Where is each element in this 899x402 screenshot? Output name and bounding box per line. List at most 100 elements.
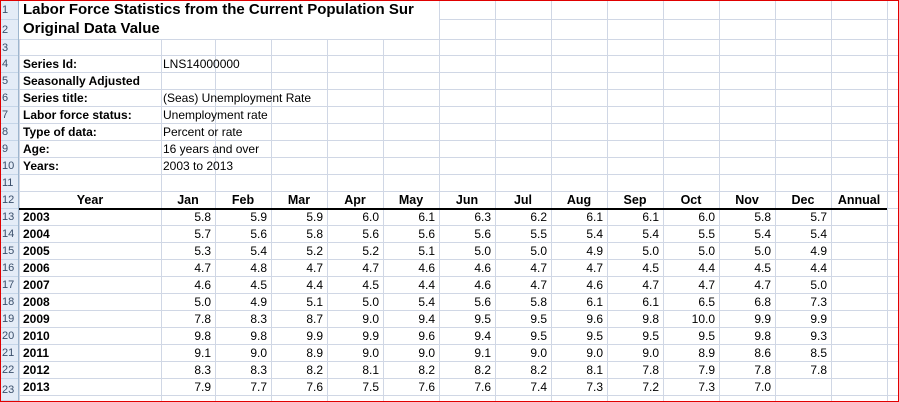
column-header[interactable]: Annual [837,193,881,207]
column-header[interactable]: Feb [231,193,255,207]
value-cell[interactable] [843,345,883,362]
value-cell[interactable]: 9.8 [754,329,771,343]
row-header[interactable]: 20 [1,328,18,345]
value-cell[interactable]: 5.0 [754,244,771,258]
row-header[interactable]: 17 [1,277,18,294]
value-cell[interactable]: 7.0 [754,380,771,394]
row-header[interactable]: 14 [1,226,18,243]
value-cell[interactable]: 5.0 [530,244,547,258]
metadata-label[interactable]: Labor force status: [23,108,132,122]
value-cell[interactable]: 5.0 [474,244,491,258]
value-cell[interactable]: 6.0 [362,210,379,224]
row-header[interactable]: 11 [1,175,18,192]
row-header[interactable]: 4 [1,56,18,73]
value-cell[interactable]: 8.7 [306,312,323,326]
value-cell[interactable] [843,379,883,396]
value-cell[interactable] [787,379,827,396]
value-cell[interactable]: 7.8 [810,363,827,377]
column-header[interactable]: May [398,193,424,207]
value-cell[interactable]: 4.7 [194,261,211,275]
value-cell[interactable]: 5.9 [306,210,323,224]
value-cell[interactable]: 9.5 [698,329,715,343]
metadata-value[interactable]: Unemployment rate [163,108,268,122]
value-cell[interactable]: 9.0 [362,346,379,360]
value-cell[interactable]: 5.6 [474,227,491,241]
value-cell[interactable]: 4.4 [306,278,323,292]
year-cell[interactable]: 2004 [23,227,50,241]
value-cell[interactable]: 4.7 [642,278,659,292]
value-cell[interactable]: 5.4 [754,227,771,241]
value-cell[interactable]: 5.9 [250,210,267,224]
row-header[interactable]: 16 [1,260,18,277]
value-cell[interactable] [843,277,883,294]
value-cell[interactable]: 8.5 [810,346,827,360]
value-cell[interactable] [843,328,883,345]
row-header[interactable]: 6 [1,90,18,107]
value-cell[interactable]: 4.6 [586,278,603,292]
value-cell[interactable]: 9.1 [474,346,491,360]
value-cell[interactable]: 8.2 [530,363,547,377]
row-header[interactable]: 3 [1,40,18,56]
value-cell[interactable]: 7.7 [250,380,267,394]
value-cell[interactable]: 5.0 [362,295,379,309]
value-cell[interactable]: 4.7 [530,261,547,275]
value-cell[interactable]: 4.4 [418,278,435,292]
value-cell[interactable]: 9.6 [418,329,435,343]
column-header[interactable]: Jun [455,193,479,207]
value-cell[interactable]: 8.6 [754,346,771,360]
metadata-label[interactable]: Series Id: [23,57,78,71]
value-cell[interactable]: 9.8 [250,329,267,343]
value-cell[interactable]: 4.4 [810,261,827,275]
sheet-title[interactable]: Labor Force Statistics from the Current … [23,1,414,18]
metadata-value[interactable]: Percent or rate [163,125,243,139]
year-cell[interactable]: 2008 [23,295,50,309]
value-cell[interactable]: 7.6 [306,380,323,394]
value-cell[interactable]: 9.5 [530,329,547,343]
value-cell[interactable]: 5.2 [306,244,323,258]
value-cell[interactable]: 4.5 [250,278,267,292]
row-header[interactable]: 1 [1,1,18,20]
value-cell[interactable]: 5.0 [194,295,211,309]
column-header[interactable]: Aug [566,193,592,207]
value-cell[interactable]: 7.6 [474,380,491,394]
value-cell[interactable]: 4.7 [362,261,379,275]
value-cell[interactable]: 5.0 [642,244,659,258]
metadata-label[interactable]: Series title: [23,91,88,105]
row-header[interactable]: 19 [1,311,18,328]
column-header[interactable]: Sep [623,193,647,207]
value-cell[interactable]: 9.5 [586,329,603,343]
value-cell[interactable]: 5.4 [250,244,267,258]
value-cell[interactable]: 8.3 [194,363,211,377]
row-header[interactable]: 9 [1,141,18,158]
value-cell[interactable]: 9.0 [530,346,547,360]
value-cell[interactable]: 7.9 [194,380,211,394]
value-cell[interactable]: 9.9 [362,329,379,343]
row-header[interactable]: 21 [1,345,18,362]
value-cell[interactable]: 6.2 [530,210,547,224]
value-cell[interactable]: 5.1 [418,244,435,258]
value-cell[interactable]: 7.8 [754,363,771,377]
value-cell[interactable]: 9.5 [642,329,659,343]
value-cell[interactable]: 9.1 [194,346,211,360]
value-cell[interactable]: 8.9 [698,346,715,360]
metadata-label[interactable]: Age: [23,142,50,156]
value-cell[interactable]: 7.8 [194,312,211,326]
value-cell[interactable]: 5.5 [530,227,547,241]
metadata-label[interactable]: Type of data: [23,125,97,139]
value-cell[interactable]: 5.0 [810,278,827,292]
value-cell[interactable]: 7.2 [642,380,659,394]
value-cell[interactable]: 5.8 [530,295,547,309]
row-header[interactable]: 22 [1,362,18,379]
value-cell[interactable]: 9.9 [306,329,323,343]
value-cell[interactable]: 8.2 [418,363,435,377]
value-cell[interactable]: 8.1 [362,363,379,377]
value-cell[interactable]: 5.1 [306,295,323,309]
value-cell[interactable]: 5.6 [474,295,491,309]
value-cell[interactable] [843,209,883,226]
value-cell[interactable]: 9.0 [586,346,603,360]
value-cell[interactable] [843,226,883,243]
value-cell[interactable]: 6.1 [418,210,435,224]
year-cell[interactable]: 2003 [23,210,50,224]
value-cell[interactable]: 4.7 [698,278,715,292]
value-cell[interactable]: 4.9 [586,244,603,258]
